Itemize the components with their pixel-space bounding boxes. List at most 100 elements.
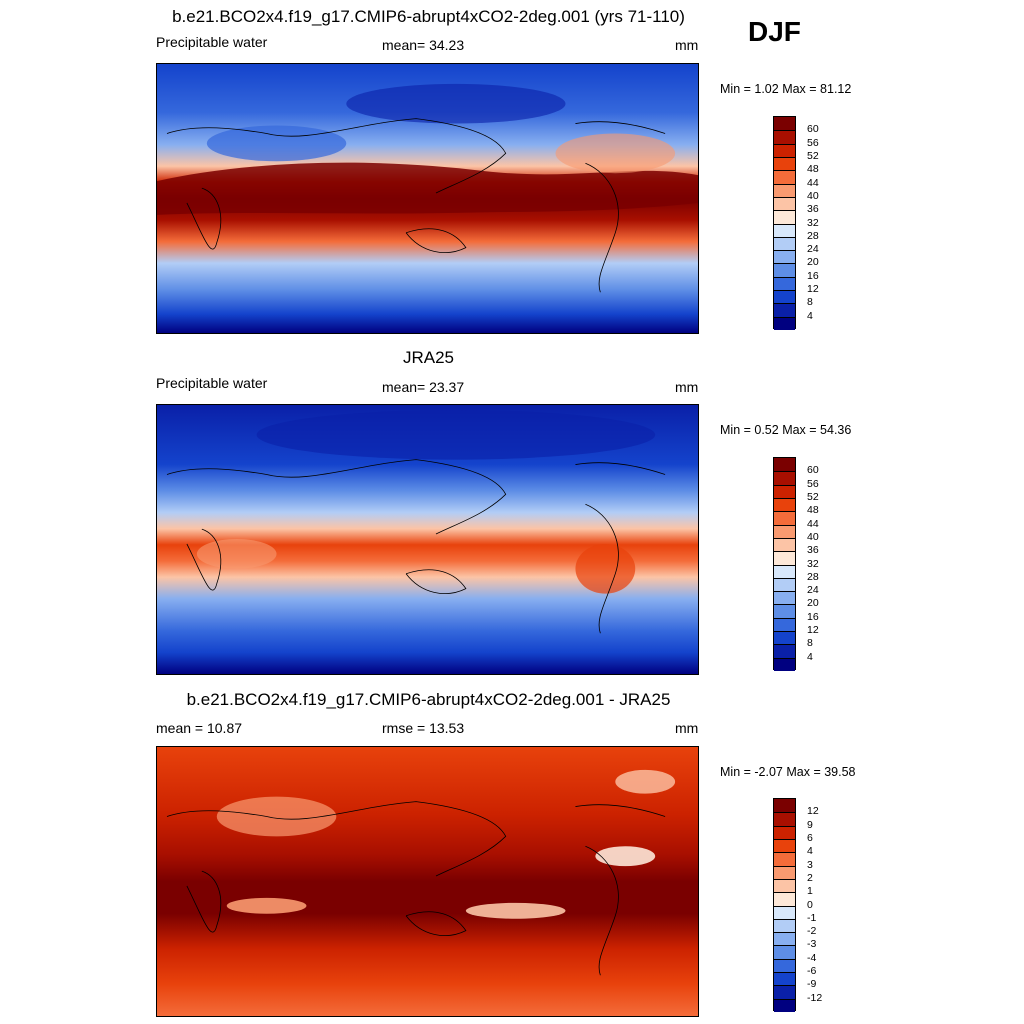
colorbar-box: [774, 143, 795, 157]
panel3-rmse-label: rmse = 13.53: [382, 720, 465, 736]
panel2-units-label: mm: [675, 379, 699, 395]
colorbar-box: [774, 865, 795, 879]
colorbar-box: [774, 972, 795, 986]
colorbar-box: [774, 130, 795, 144]
colorbar-box: [774, 591, 795, 605]
colorbar-tick-label: 28: [807, 229, 819, 242]
colorbar-tick-label: 32: [807, 557, 819, 570]
colorbar-tick-label: -6: [807, 965, 817, 978]
colorbar-box: [774, 156, 795, 171]
panel3-units-label: mm: [675, 720, 699, 736]
colorbar-tick-label: 20: [807, 256, 819, 269]
panel2-minmax-label: Min = 0.52 Max = 54.36: [720, 423, 852, 437]
colorbar-box: [774, 878, 795, 893]
colorbar-box: [774, 631, 795, 645]
panel1-title: b.e21.BCO2x4.f19_g17.CMIP6-abrupt4xCO2-2…: [172, 7, 685, 26]
panel1-variable-label: Precipitable water: [156, 34, 268, 50]
colorbar-tick-label: -12: [807, 991, 823, 1004]
colorbar-box: [774, 892, 795, 906]
colorbar-tick-label: 16: [807, 610, 819, 623]
colorbar-box: [774, 183, 795, 197]
colorbar-box: [774, 303, 795, 317]
colorbar-tick-label: 2: [807, 871, 813, 884]
colorbar-tick-label: 32: [807, 216, 819, 229]
colorbar-tick-label: -2: [807, 925, 817, 938]
colorbar-tick-label: 36: [807, 544, 819, 557]
colorbar-tick-label: 52: [807, 490, 819, 503]
colorbar-tick-label: 12: [807, 624, 819, 637]
colorbar-box: [774, 551, 795, 565]
colorbar-tick-label: -9: [807, 978, 817, 991]
colorbar-box: [774, 210, 795, 224]
colorbar-box: [774, 945, 795, 959]
panel3-colorbar: [773, 798, 796, 1012]
colorbar-tick-label: 16: [807, 269, 819, 282]
colorbar-tick-label: 52: [807, 149, 819, 162]
colorbar-tick-label: 44: [807, 176, 819, 189]
colorbar-box: [774, 932, 795, 946]
panel3-mean-label: mean = 10.87: [156, 720, 243, 736]
colorbar-box: [774, 918, 795, 933]
colorbar-tick-label: 1: [807, 885, 813, 898]
colorbar-box: [774, 250, 795, 264]
colorbar-box: [774, 236, 795, 251]
colorbar-tick-label: 12: [807, 283, 819, 296]
panel2-mean-label: mean= 23.37: [382, 379, 465, 395]
colorbar-tick-label: 24: [807, 584, 819, 597]
colorbar-box: [774, 825, 795, 839]
colorbar-box: [774, 223, 795, 237]
colorbar-tick-label: -1: [807, 911, 817, 924]
panel2-variable-label: Precipitable water: [156, 375, 268, 391]
colorbar-box: [774, 484, 795, 498]
panel2-colorbar: [773, 457, 796, 671]
colorbar-tick-label: 48: [807, 163, 819, 176]
colorbar-box: [774, 985, 795, 999]
colorbar-box: [774, 471, 795, 485]
panel3-title: b.e21.BCO2x4.f19_g17.CMIP6-abrupt4xCO2-2…: [186, 690, 671, 709]
panel1-colorbar: [773, 116, 796, 330]
colorbar-box: [774, 524, 795, 538]
colorbar-tick-label: 9: [807, 818, 813, 831]
colorbar-box: [774, 564, 795, 578]
panel1-minmax-label: Min = 1.02 Max = 81.12: [720, 82, 852, 96]
colorbar-box: [774, 170, 795, 184]
colorbar-tick-label: 4: [807, 309, 813, 322]
colorbar-box: [774, 276, 795, 291]
colorbar-box: [774, 511, 795, 525]
colorbar-tick-label: -3: [807, 938, 817, 951]
colorbar-tick-label: 40: [807, 189, 819, 202]
colorbar-box: [774, 905, 795, 919]
colorbar-box: [774, 196, 795, 211]
colorbar-box: [774, 497, 795, 512]
colorbar-box: [774, 799, 795, 813]
colorbar-box: [774, 604, 795, 618]
colorbar-tick-label: 60: [807, 123, 819, 136]
colorbar-box: [774, 617, 795, 632]
panel1-units-label: mm: [675, 37, 699, 53]
colorbar-box: [774, 458, 795, 472]
colorbar-tick-label: 4: [807, 650, 813, 663]
colorbar-tick-label: 12: [807, 805, 819, 818]
colorbar-box: [774, 316, 795, 330]
panel1-map: [156, 63, 699, 334]
colorbar-box: [774, 998, 795, 1012]
colorbar-box: [774, 958, 795, 973]
colorbar-box: [774, 657, 795, 671]
colorbar-box: [774, 812, 795, 826]
panel2-map: [156, 404, 699, 675]
colorbar-tick-label: 6: [807, 831, 813, 844]
colorbar-tick-label: 56: [807, 477, 819, 490]
colorbar-tick-label: 40: [807, 530, 819, 543]
colorbar-box: [774, 644, 795, 658]
colorbar-box: [774, 290, 795, 304]
colorbar-tick-label: 28: [807, 570, 819, 583]
colorbar-tick-label: 36: [807, 203, 819, 216]
colorbar-tick-label: 8: [807, 296, 813, 309]
colorbar-tick-label: 24: [807, 243, 819, 256]
colorbar-tick-label: 0: [807, 898, 813, 911]
colorbar-tick-label: 8: [807, 637, 813, 650]
colorbar-tick-label: 56: [807, 136, 819, 149]
colorbar-tick-label: -4: [807, 951, 817, 964]
panel2-title: JRA25: [402, 348, 455, 367]
colorbar-tick-label: 20: [807, 597, 819, 610]
